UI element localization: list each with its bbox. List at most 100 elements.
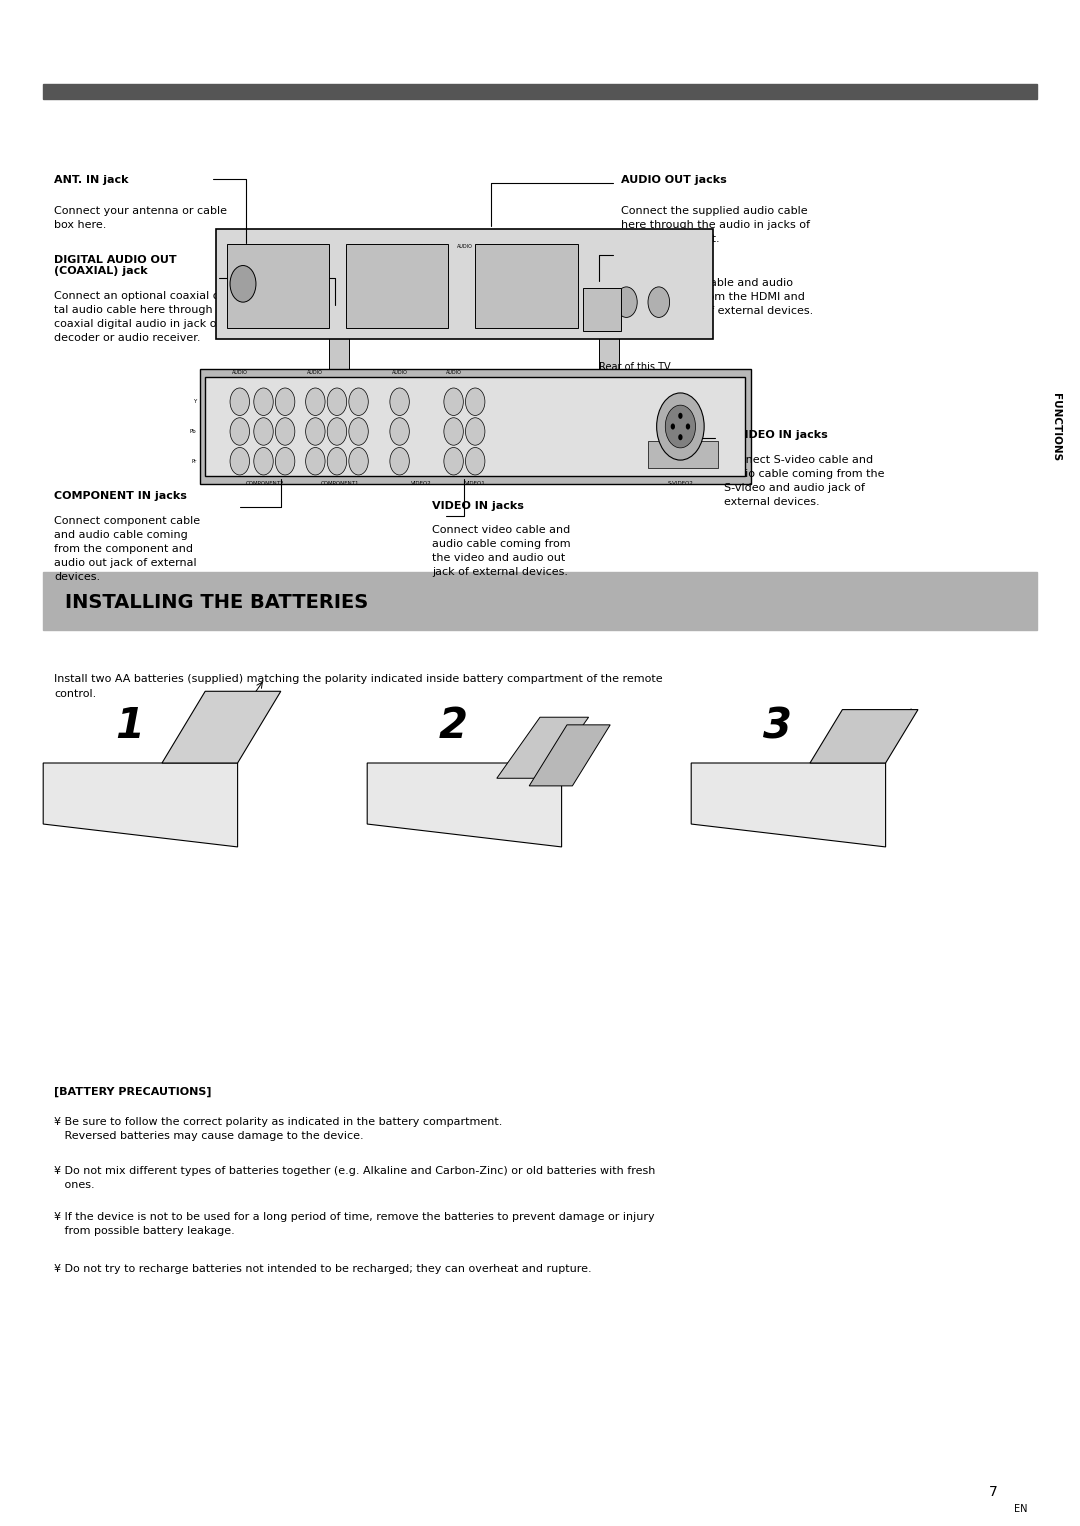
Circle shape [671, 424, 675, 430]
Text: AUDIO OUT jacks: AUDIO OUT jacks [621, 175, 727, 186]
Bar [329, 336, 349, 382]
Text: ¥ Do not try to recharge batteries not intended to be recharged; they can overhe: ¥ Do not try to recharge batteries not i… [54, 1264, 592, 1274]
Circle shape [465, 418, 485, 446]
Text: ¥ If the device is not to be used for a long period of time, remove the batterie: ¥ If the device is not to be used for a … [54, 1212, 654, 1236]
Bar [346, 244, 448, 328]
Text: Install two AA batteries (supplied) matching the polarity indicated inside batte: Install two AA batteries (supplied) matc… [54, 674, 663, 699]
Circle shape [444, 447, 463, 475]
Bar [475, 244, 578, 328]
Bar [205, 377, 745, 476]
Text: DIGITAL AUDIO OUT
(COAXIAL) jack: DIGITAL AUDIO OUT (COAXIAL) jack [54, 255, 177, 276]
Text: EN: EN [1014, 1503, 1027, 1514]
Circle shape [390, 447, 409, 475]
Circle shape [686, 424, 690, 430]
Text: VIDEO1: VIDEO1 [464, 481, 486, 485]
Text: ANT. IN jack: ANT. IN jack [54, 175, 129, 186]
Text: ¥ Be sure to follow the correct polarity as indicated in the battery compartment: ¥ Be sure to follow the correct polarity… [54, 1117, 502, 1141]
Polygon shape [529, 725, 610, 786]
Circle shape [327, 418, 347, 446]
Text: INSTALLING THE BATTERIES: INSTALLING THE BATTERIES [65, 594, 368, 612]
Text: Connect S-video cable and
audio cable coming from the
S-video and audio jack of
: Connect S-video cable and audio cable co… [724, 455, 885, 507]
Bar [599, 336, 619, 382]
Text: AUDIO: AUDIO [446, 371, 461, 375]
Text: AUDIO: AUDIO [457, 244, 472, 249]
Circle shape [444, 418, 463, 446]
Circle shape [349, 447, 368, 475]
Text: HDMI IN: HDMI IN [593, 301, 612, 305]
Circle shape [306, 418, 325, 446]
Text: AUDIO OUT: AUDIO OUT [413, 244, 441, 249]
Bar [43, 572, 1037, 630]
Bar [43, 84, 1037, 99]
Polygon shape [43, 763, 238, 847]
Circle shape [275, 388, 295, 415]
Text: from underneath: from underneath [364, 287, 446, 298]
Circle shape [678, 414, 683, 420]
Text: Rear of this TV: Rear of this TV [599, 362, 671, 372]
Text: Pb: Pb [190, 429, 197, 433]
Circle shape [230, 266, 256, 302]
Circle shape [275, 418, 295, 446]
Text: 2: 2 [440, 705, 468, 748]
Text: AUDIO: AUDIO [232, 371, 247, 375]
Text: +: + [545, 736, 552, 745]
Polygon shape [810, 710, 918, 763]
Bar [648, 441, 718, 468]
Bar [216, 229, 713, 339]
Text: VIDEO IN jacks: VIDEO IN jacks [432, 501, 524, 511]
Bar [583, 288, 621, 331]
Text: Y: Y [193, 400, 197, 404]
Circle shape [648, 287, 670, 317]
Text: ANT. IN: ANT. IN [237, 301, 254, 305]
Circle shape [349, 388, 368, 415]
Text: COMPONENT IN jacks: COMPONENT IN jacks [54, 491, 187, 502]
Text: Connect component cable
and audio cable coming
from the component and
audio out : Connect component cable and audio cable … [54, 516, 200, 581]
Text: Pr: Pr [191, 459, 197, 464]
Circle shape [306, 447, 325, 475]
Circle shape [306, 388, 325, 415]
Text: S-VIDEO1: S-VIDEO1 [673, 453, 692, 456]
Bar [200, 369, 751, 484]
Text: 7: 7 [989, 1485, 998, 1499]
Circle shape [254, 418, 273, 446]
Text: 3: 3 [764, 705, 792, 748]
Circle shape [327, 447, 347, 475]
Text: VIDEO2: VIDEO2 [410, 481, 432, 485]
Polygon shape [497, 717, 589, 778]
Circle shape [230, 418, 249, 446]
Text: +: + [578, 743, 584, 752]
Polygon shape [367, 763, 562, 847]
Text: FUNCTIONS: FUNCTIONS [1051, 394, 1062, 461]
Circle shape [616, 287, 637, 317]
Text: Connect your antenna or cable
box here.: Connect your antenna or cable box here. [54, 206, 227, 230]
Text: Connect HDMI cable and audio
cable coming from the HDMI and
audio out jack of ex: Connect HDMI cable and audio cable comin… [621, 278, 813, 316]
Circle shape [665, 406, 696, 449]
Text: [BATTERY PRECAUTIONS]: [BATTERY PRECAUTIONS] [54, 1087, 212, 1097]
Circle shape [275, 447, 295, 475]
Circle shape [230, 388, 249, 415]
Polygon shape [691, 763, 886, 847]
Bar [227, 244, 329, 328]
Polygon shape [162, 691, 281, 763]
Text: COMPONENT1: COMPONENT1 [321, 481, 360, 485]
Circle shape [465, 447, 485, 475]
Text: Connect the supplied audio cable
here through the audio in jacks of
audio equipm: Connect the supplied audio cable here th… [621, 206, 810, 244]
Circle shape [390, 418, 409, 446]
Text: S-VIDEO IN jacks: S-VIDEO IN jacks [724, 430, 827, 441]
Text: S-VIDEO2: S-VIDEO2 [667, 481, 693, 485]
Circle shape [678, 435, 683, 441]
Circle shape [349, 418, 368, 446]
Text: 1: 1 [116, 705, 144, 748]
Text: HDMI IN jacks: HDMI IN jacks [621, 247, 707, 258]
Text: AUDIO: AUDIO [392, 371, 407, 375]
Circle shape [444, 388, 463, 415]
Circle shape [254, 447, 273, 475]
Circle shape [657, 394, 704, 461]
Circle shape [327, 388, 347, 415]
Circle shape [230, 447, 249, 475]
Text: ¥ Do not mix different types of batteries together (e.g. Alkaline and Carbon-Zin: ¥ Do not mix different types of batterie… [54, 1166, 656, 1190]
Text: from underneath: from underneath [429, 423, 511, 433]
Circle shape [390, 388, 409, 415]
Text: COMPONENT2: COMPONENT2 [245, 481, 284, 485]
Text: Connect video cable and
audio cable coming from
the video and audio out
jack of : Connect video cable and audio cable comi… [432, 525, 570, 577]
